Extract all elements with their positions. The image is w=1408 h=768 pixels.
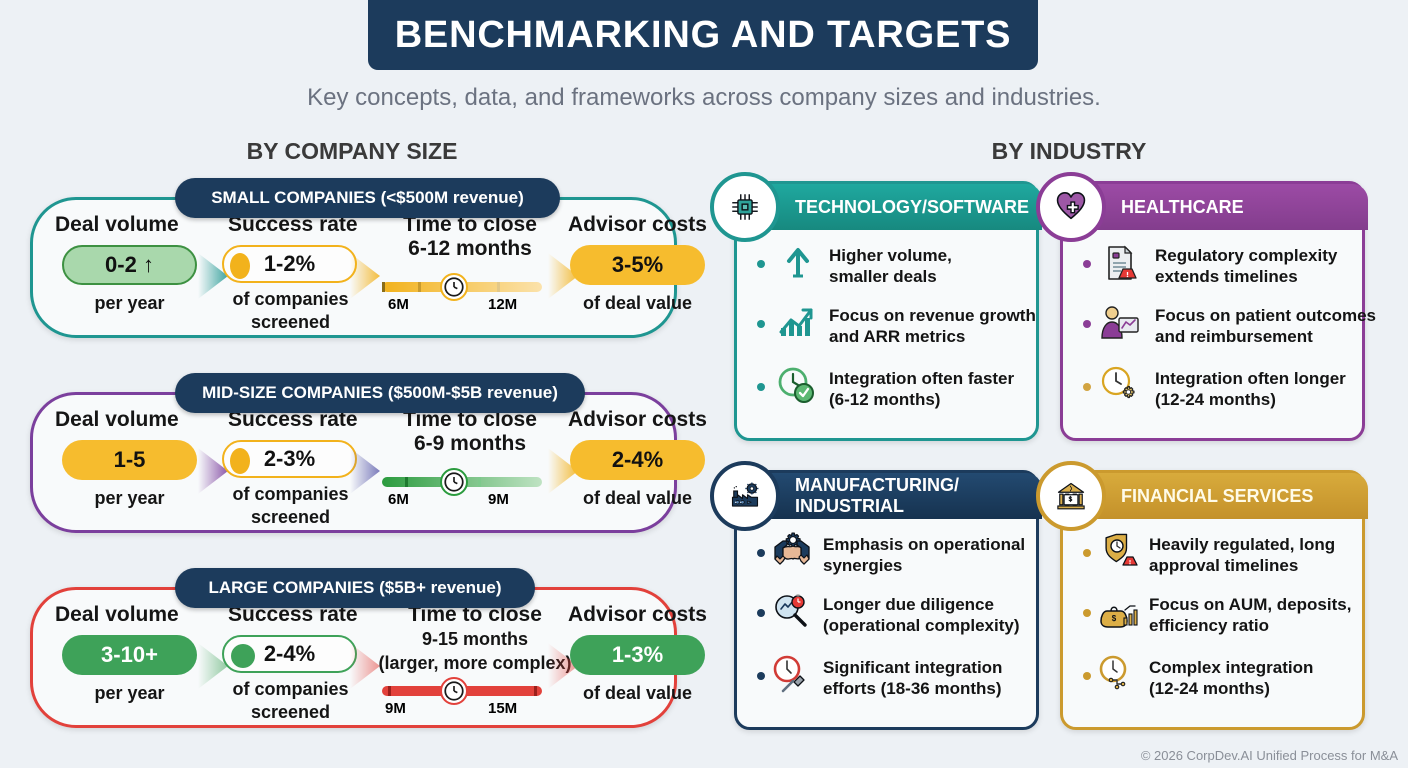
svg-text:$: $ <box>1112 614 1117 623</box>
